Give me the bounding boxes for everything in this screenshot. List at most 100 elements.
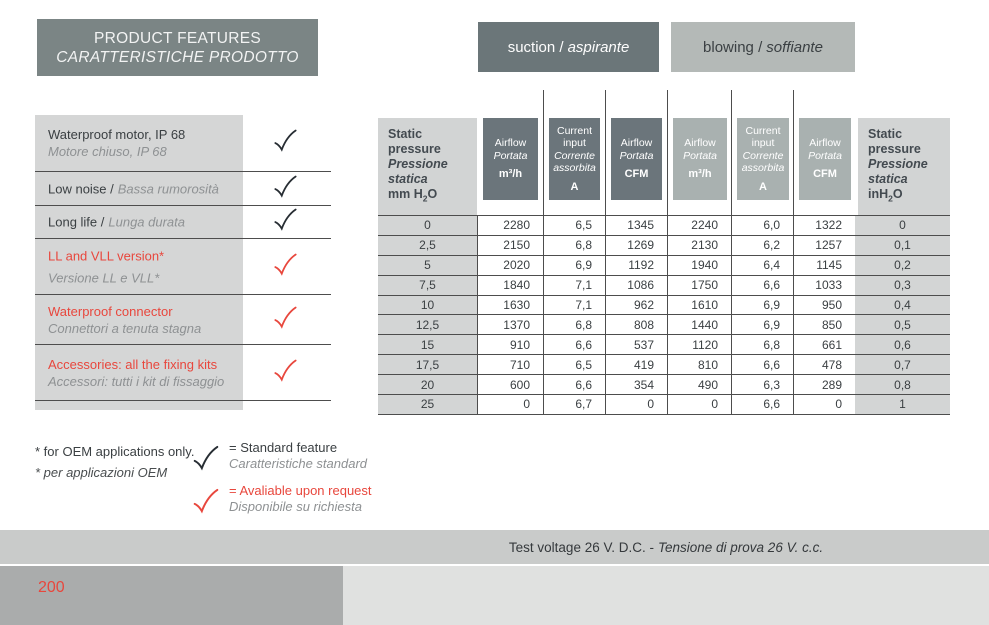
table-cell: 1 (855, 395, 950, 414)
column-header-static-pressure-mm: Static pressure Pressione statica mm H2O (378, 118, 477, 216)
legend-available-on-request: = Avaliable upon request Disponibile su … (191, 483, 372, 522)
section-header-blowing: blowing / soffiante (671, 22, 855, 72)
table-cell: 1086 (627, 278, 654, 293)
header-unit: CFM (624, 168, 649, 181)
table-cell: 1322 (815, 218, 842, 233)
feature-label-en: Waterproof connector (48, 303, 173, 319)
feature-label-it: Versione LL e VLL* (48, 270, 160, 285)
table-cell: 1257 (815, 238, 842, 253)
table-cell: 419 (633, 357, 654, 372)
table-cell: 7,1 (575, 298, 592, 312)
column-divider (731, 90, 732, 415)
table-cell: 6,4 (763, 258, 780, 273)
table-cell: 6,5 (575, 218, 592, 233)
column-header-static-pressure-in: Static pressure Pressione statica inH2O (858, 118, 950, 216)
header-line: Portata (619, 149, 654, 162)
test-voltage-bar: Test voltage 26 V. D.C. - Tensione di pr… (0, 530, 989, 564)
table-cell: 6,9 (763, 317, 780, 332)
column-divider (605, 90, 606, 415)
table-cell: 0 (647, 397, 654, 412)
header-line: assorbita (741, 162, 785, 175)
table-cell: 1370 (503, 317, 530, 332)
table-cell: 6,3 (763, 377, 780, 392)
checkmark-icon (191, 442, 221, 479)
header-line: Portata (493, 149, 528, 162)
table-cell: 6,0 (763, 218, 780, 233)
table-cell: 5 (378, 255, 477, 275)
table-cell: 808 (633, 317, 654, 332)
feature-label-en: LL and VLL version* (48, 248, 165, 263)
header-line: Pressione (388, 157, 448, 171)
table-cell: 0 (378, 216, 477, 235)
header-unit: CFM (813, 168, 837, 181)
table-cell: 0 (835, 397, 842, 412)
checkmark-icon-red (191, 485, 221, 522)
table-cell: 6,5 (575, 357, 592, 372)
table-cell: 6,7 (575, 397, 592, 412)
table-cell: 490 (697, 377, 718, 392)
features-header: PRODUCT FEATURES CARATTERISTICHE PRODOTT… (37, 19, 318, 76)
header-unit: m³/h (688, 168, 712, 181)
table-cell: 0,8 (855, 375, 950, 395)
table-cell: 1610 (691, 298, 718, 312)
checkmark-icon-red (257, 251, 313, 283)
table-cell: 0 (855, 216, 950, 235)
header-line: Portata (683, 149, 717, 162)
header-line: Portata (808, 149, 842, 162)
table-cell: 6,9 (763, 298, 780, 312)
feature-text: Accessories: all the fixing kits Accesso… (48, 356, 248, 390)
column-header-current-blowing: Current input Corrente assorbita A (737, 118, 789, 200)
table-cell: 0,6 (855, 335, 950, 355)
table-cell: 478 (821, 357, 842, 372)
column-header-airflow-m3h-blowing: Airflow Portata m³/h (673, 118, 727, 200)
table-cell: 1840 (503, 278, 530, 293)
table-cell: 1120 (692, 337, 718, 352)
column-header-airflow-m3h-suction: Airflow Portata m³/h (483, 118, 538, 200)
feature-row-long-life: Long life / Lunga durata (35, 206, 331, 239)
table-row: 2,5 2150 6,8 1269 2130 6,2 1257 0,1 (378, 235, 950, 256)
suction-label-en: suction / (507, 38, 564, 56)
feature-text: Waterproof connector Connettori a tenuta… (48, 303, 248, 337)
table-cell: 1940 (691, 258, 718, 273)
feature-text: Low noise / Bassa rumorosità (48, 180, 248, 197)
table-cell: 10 (378, 295, 477, 315)
table-row: 0 2280 6,5 1345 2240 6,0 1322 0 (378, 216, 950, 236)
table-cell: 0,5 (855, 315, 950, 335)
table-row: 10 1630 7,1 962 1610 6,9 950 0,4 (378, 295, 950, 316)
table-cell: 2150 (503, 238, 530, 253)
table-cell: 950 (821, 298, 842, 312)
table-row: 25 0 6,7 0 0 6,6 0 1 (378, 395, 950, 415)
checkmark-icon-red (257, 304, 313, 336)
column-header-airflow-cfm-blowing: Airflow Portata CFM (799, 118, 851, 200)
test-voltage-it: Tensione di prova 26 V. c.c. (657, 539, 824, 555)
table-cell: 962 (633, 298, 654, 312)
legend-sublabel: Disponibile su richiesta (229, 499, 362, 514)
performance-table: Static pressure Pressione statica mm H2O… (378, 90, 950, 415)
table-cell: 6,9 (575, 258, 592, 273)
table-cell: 1750 (691, 278, 718, 293)
table-cell: 1033 (815, 278, 842, 293)
table-cell: 25 (378, 395, 477, 414)
table-cell: 6,6 (575, 337, 592, 352)
table-cell: 0,4 (855, 295, 950, 315)
feature-row-waterproof-motor: Waterproof motor, IP 68 Motore chiuso, I… (35, 115, 331, 172)
column-header-current-suction: Current input Corrente assorbita A (549, 118, 600, 200)
table-cell: 20 (378, 375, 477, 395)
table-row: 20 600 6,6 354 490 6,3 289 0,8 (378, 375, 950, 396)
table-cell: 17,5 (378, 355, 477, 375)
table-cell: 2280 (503, 218, 530, 233)
table-cell: 6,8 (575, 317, 592, 332)
blowing-label-en: blowing / (703, 38, 763, 56)
header-line: Static (388, 127, 423, 141)
table-row: 12,5 1370 6,8 808 1440 6,9 850 0,5 (378, 315, 950, 336)
footer-left-band: 200 (0, 566, 343, 625)
table-cell: 6,8 (575, 238, 592, 253)
column-divider (543, 90, 544, 415)
legend-text: = Avaliable upon request Disponibile su … (229, 483, 372, 515)
table-cell: 7,5 (378, 275, 477, 295)
table-row: 17,5 710 6,5 419 810 6,6 478 0,7 (378, 355, 950, 376)
table-cell: 0 (711, 397, 718, 412)
feature-row-waterproof-connector: Waterproof connector Connettori a tenuta… (35, 295, 331, 345)
header-unit: A (759, 180, 767, 193)
table-cell: 354 (633, 377, 654, 392)
